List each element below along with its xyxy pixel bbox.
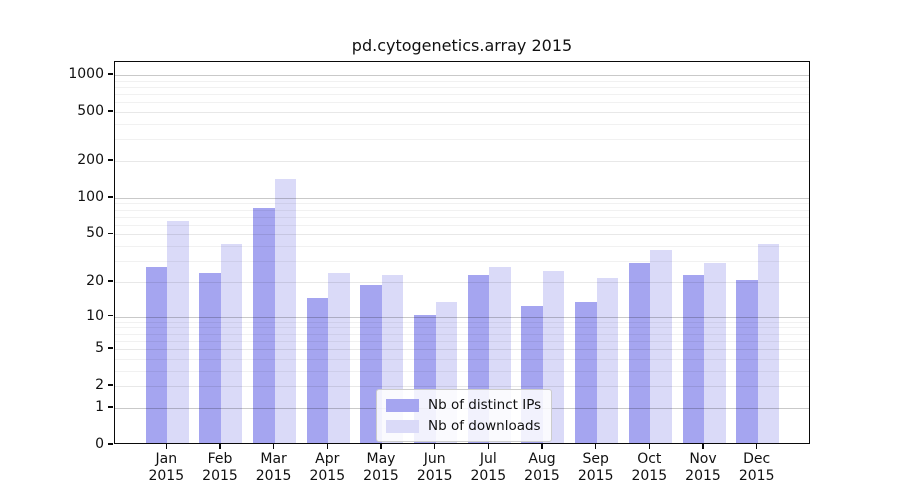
y-tick-mark bbox=[108, 406, 113, 408]
y-tick-mark bbox=[108, 159, 113, 161]
x-tick-mark bbox=[594, 444, 597, 449]
y-tick-label: 200 bbox=[77, 152, 104, 168]
y-tick-label: 5 bbox=[95, 340, 104, 356]
x-tick-label: Sep 2015 bbox=[577, 451, 614, 484]
gridline bbox=[115, 358, 809, 360]
gridline bbox=[115, 246, 809, 248]
gridline bbox=[115, 327, 809, 329]
y-tick-label: 500 bbox=[77, 103, 104, 120]
gridline bbox=[115, 75, 809, 76]
y-tick-mark bbox=[108, 73, 113, 75]
x-tick-mark bbox=[380, 444, 382, 449]
y-tick-label: 2 bbox=[95, 377, 104, 394]
gridline bbox=[115, 333, 809, 335]
bar-downloads bbox=[596, 277, 619, 443]
gridline bbox=[115, 224, 809, 226]
gridline bbox=[115, 340, 809, 342]
y-tick-label: 100 bbox=[77, 188, 104, 205]
x-tick-label: Jul 2015 bbox=[470, 451, 507, 484]
gridline bbox=[115, 161, 809, 162]
x-tick-mark bbox=[755, 444, 758, 449]
x-tick-label: Aug 2015 bbox=[524, 451, 560, 484]
bar-distinct-ips bbox=[145, 266, 168, 443]
gridline bbox=[115, 124, 809, 125]
gridline bbox=[115, 216, 809, 218]
x-tick-label: May 2015 bbox=[363, 451, 399, 484]
y-tick-mark bbox=[108, 110, 113, 112]
gridline bbox=[115, 80, 809, 82]
y-tick-label: 0 bbox=[95, 436, 104, 452]
x-tick-mark bbox=[487, 444, 490, 449]
legend-item: Nb of downloads bbox=[386, 418, 541, 434]
x-tick-label: Apr 2015 bbox=[309, 451, 346, 484]
bar-distinct-ips bbox=[682, 275, 704, 443]
x-tick-label: Jan 2015 bbox=[148, 451, 185, 484]
bar-distinct-ips bbox=[628, 262, 651, 443]
gridline bbox=[115, 370, 809, 372]
legend: Nb of distinct IPs Nb of downloads bbox=[376, 389, 553, 442]
gridline bbox=[115, 349, 809, 350]
y-tick-label: 10 bbox=[86, 307, 104, 324]
y-tick-label: 50 bbox=[86, 225, 104, 242]
x-tick-mark bbox=[541, 444, 543, 449]
plot-area: Nb of distinct IPs Nb of downloads bbox=[114, 61, 810, 444]
x-tick-mark bbox=[648, 444, 651, 449]
bar-downloads bbox=[167, 221, 189, 443]
legend-label: Nb of downloads bbox=[428, 418, 541, 434]
y-tick-mark bbox=[108, 347, 113, 349]
legend-swatch-downloads bbox=[386, 419, 419, 433]
gridline bbox=[115, 316, 809, 318]
gridline bbox=[115, 203, 809, 205]
bar-distinct-ips bbox=[306, 298, 329, 443]
bar-distinct-ips bbox=[199, 272, 221, 443]
bar-downloads bbox=[650, 249, 672, 443]
bar-downloads bbox=[328, 272, 350, 443]
gridline bbox=[115, 112, 809, 114]
gridline bbox=[115, 321, 809, 323]
y-tick-mark bbox=[108, 443, 113, 445]
y-tick-mark bbox=[108, 196, 113, 198]
y-tick-mark bbox=[108, 280, 113, 282]
y-tick-label: 1000 bbox=[68, 66, 104, 82]
x-tick-mark bbox=[326, 444, 329, 449]
bar-distinct-ips bbox=[736, 279, 758, 443]
bar-distinct-ips bbox=[253, 207, 275, 443]
x-tick-mark bbox=[165, 444, 168, 449]
legend-label: Nb of distinct IPs bbox=[428, 397, 542, 413]
x-tick-label: Oct 2015 bbox=[631, 451, 668, 484]
bar-downloads bbox=[757, 244, 780, 443]
x-tick-mark bbox=[219, 444, 221, 449]
x-tick-mark bbox=[272, 444, 275, 449]
gridline bbox=[115, 261, 809, 263]
gridline bbox=[115, 281, 809, 283]
x-tick-label: Feb 2015 bbox=[202, 451, 238, 484]
y-tick-mark bbox=[108, 232, 113, 235]
gridline bbox=[115, 197, 809, 199]
gridline bbox=[115, 139, 809, 141]
gridline bbox=[115, 102, 809, 104]
legend-item: Nb of distinct IPs bbox=[386, 397, 541, 413]
y-tick-label: 20 bbox=[86, 272, 104, 289]
gridline bbox=[115, 209, 809, 211]
bar-downloads bbox=[220, 244, 243, 443]
x-tick-label: Jun 2015 bbox=[416, 451, 453, 484]
gridline bbox=[115, 94, 809, 96]
x-tick-label: Dec 2015 bbox=[738, 451, 775, 484]
y-tick-label: 1 bbox=[95, 398, 104, 415]
x-tick-label: Nov 2015 bbox=[685, 451, 721, 484]
x-tick-label: Mar 2015 bbox=[255, 451, 292, 484]
bar-distinct-ips bbox=[575, 301, 597, 443]
gridline bbox=[115, 386, 809, 388]
bar-downloads bbox=[704, 262, 726, 443]
y-tick-mark bbox=[108, 384, 113, 386]
chart-title: pd.cytogenetics.array 2015 bbox=[351, 36, 573, 55]
x-tick-mark bbox=[702, 444, 704, 449]
x-tick-mark bbox=[433, 444, 436, 449]
legend-swatch-distinct-ips bbox=[386, 398, 419, 412]
gridline bbox=[115, 86, 809, 88]
bar-downloads bbox=[274, 179, 297, 443]
y-tick-mark bbox=[108, 314, 113, 317]
gridline bbox=[115, 234, 809, 236]
